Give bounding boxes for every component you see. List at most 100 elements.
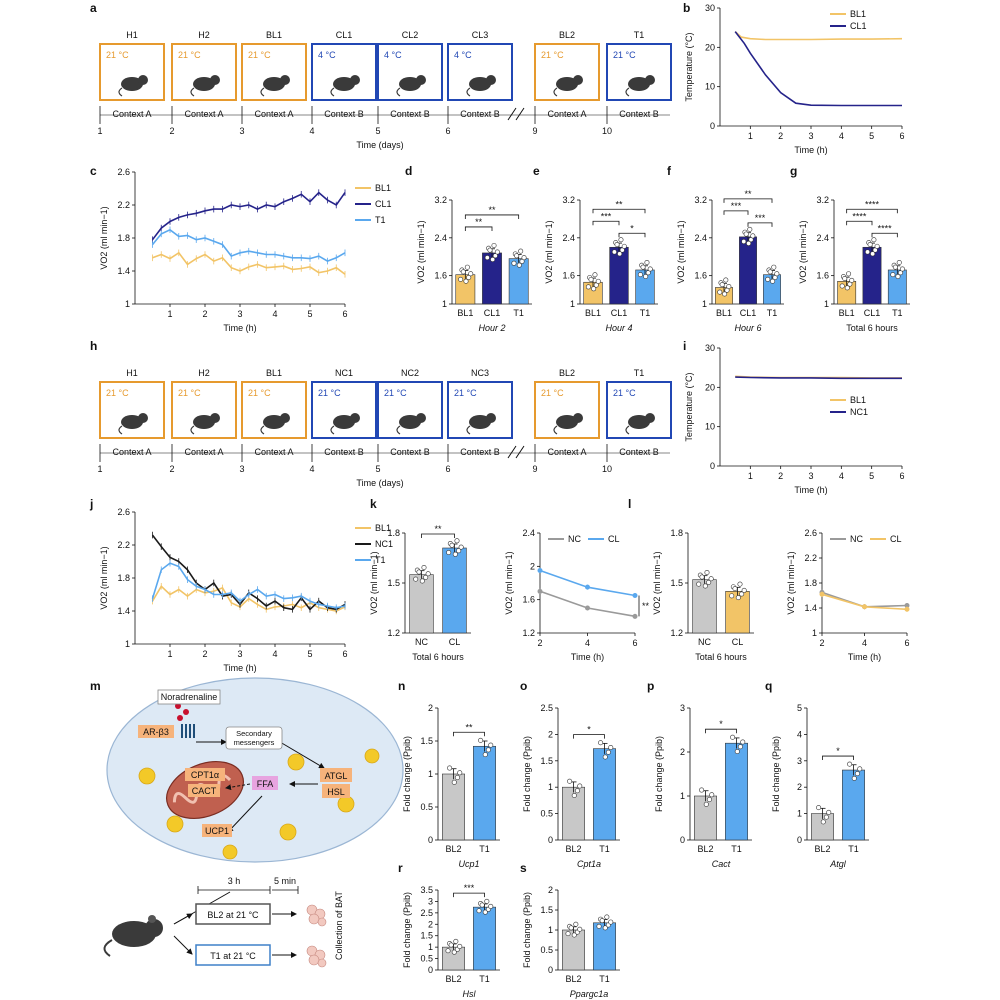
y-tick-label: 2.4	[562, 233, 575, 243]
mouse-head	[573, 75, 583, 85]
data-point	[737, 744, 743, 750]
day-label: 10	[602, 126, 612, 136]
mouse-body	[121, 77, 143, 91]
x-tick-label: 6	[899, 471, 904, 481]
x-axis-label: Ucp1	[458, 859, 479, 869]
lipid-droplet	[222, 844, 238, 860]
data-point	[734, 749, 740, 755]
category-label: T1	[731, 844, 742, 854]
legend-label: BL1	[850, 9, 866, 19]
y-tick-label: 2.4	[434, 233, 447, 243]
panel_a-protocol: H1 21 °C Context A 1 H2 21 °C Context A 2 BL1 21 …	[97, 30, 672, 150]
data-point	[458, 276, 464, 282]
y-tick-label: 10	[705, 422, 715, 432]
data-point	[874, 243, 880, 249]
category-label: BL2	[445, 974, 461, 984]
category-label: BL2	[565, 844, 581, 854]
panel-m-schematic: Noradrenaline AR-β3 Secondary messengers…	[103, 677, 404, 968]
mouse-body	[469, 415, 491, 429]
data-point	[488, 742, 494, 748]
data-point	[730, 734, 736, 740]
t1-label: T1 at 21 °C	[210, 951, 256, 961]
data-point	[854, 771, 860, 777]
data-point	[577, 783, 583, 789]
data-point	[708, 576, 714, 582]
lipid-droplet	[364, 748, 380, 764]
charts-layer: H1 21 °C Context A 1 H2 21 °C Context A 2 BL1 21 …	[97, 3, 910, 999]
data-point	[743, 231, 749, 237]
data-point	[451, 779, 457, 785]
mouse-head	[645, 75, 655, 85]
data-point	[458, 544, 464, 550]
messengers-label-2: messengers	[234, 738, 275, 747]
legend-label: BL1	[375, 183, 391, 193]
session-temperature: 21 °C	[384, 388, 407, 398]
noradrenaline-molecule	[183, 709, 189, 715]
data-point	[739, 591, 745, 597]
significance-bracket	[822, 755, 854, 761]
x-tick-label: 5	[307, 309, 312, 319]
data-point	[519, 258, 525, 264]
x-tick-label: 2	[778, 131, 783, 141]
panel-letter-e: e	[533, 164, 540, 178]
mouse-tail	[260, 87, 265, 97]
y-tick-label: 3	[428, 896, 433, 906]
y-tick-label: 2	[428, 703, 433, 713]
y-tick-label: 1.4	[804, 603, 817, 613]
y-tick-label: 1.5	[420, 736, 433, 746]
panel-letter-m: m	[90, 679, 101, 693]
mouse-head	[416, 413, 426, 423]
session-temperature: 21 °C	[106, 388, 129, 398]
session-context: Context B	[460, 447, 500, 457]
data-point	[741, 587, 747, 593]
data-point	[596, 923, 602, 929]
session-context: Context A	[112, 447, 151, 457]
y-tick-label: 3	[680, 703, 685, 713]
y-tick-label: 2	[548, 729, 553, 739]
significance-stars: **	[475, 217, 483, 227]
mouse-icon	[553, 413, 583, 435]
y-tick-label: 30	[705, 3, 715, 13]
series-line-bl1	[152, 251, 346, 275]
x-tick-label: 2	[819, 638, 824, 648]
day-label: 4	[309, 464, 314, 474]
chart-o: 0 0.5 1 1.5 2 2.5 Cpt1a Fold change (Ppib) BL2 T1…	[522, 703, 620, 869]
category-label: NC	[698, 637, 711, 647]
bar-t1	[473, 906, 496, 971]
data-point	[605, 749, 611, 755]
data-point	[456, 548, 462, 554]
data-point	[770, 278, 776, 284]
axis-break	[507, 445, 525, 459]
session-context: Context B	[324, 109, 364, 119]
category-label: T1	[599, 844, 610, 854]
session-temperature: 21 °C	[454, 388, 477, 398]
data-point	[826, 809, 832, 815]
day-label: 5	[375, 464, 380, 474]
significance-bracket	[453, 731, 485, 737]
data-point	[647, 266, 653, 272]
significance-stars: ****	[865, 199, 880, 209]
data-point	[487, 247, 493, 253]
x-axis-label: Hour 6	[734, 323, 761, 333]
data-point	[741, 239, 747, 245]
panel-letter-q: q	[765, 679, 772, 693]
bar-nc	[409, 574, 434, 634]
significance-stars: **	[488, 205, 496, 215]
data-point	[577, 926, 583, 932]
y-tick-label: 2.4	[522, 528, 535, 538]
data-point	[904, 603, 910, 608]
data-point	[484, 255, 490, 261]
cpt-box	[185, 768, 225, 781]
session-name: H1	[126, 368, 138, 378]
chart-p: 0 1 2 3 Cact Fold change (Ppib) BL2 T1 *	[654, 703, 752, 869]
messengers-box	[225, 726, 283, 750]
mouse-body	[399, 415, 421, 429]
chart-c: 1 1.4 1.8 2.2 2.6 1 2 3 4 5 6 Time (h) VO2 (ml min−1…	[99, 167, 392, 333]
x-tick-label: 1	[748, 471, 753, 481]
mouse-tail	[553, 87, 558, 97]
data-point	[598, 740, 604, 746]
mouse-icon	[396, 75, 426, 97]
chart-j: 1 1.4 1.8 2.2 2.6 1 2 3 4 5 6 Time (h) VO2 (ml min−1…	[99, 507, 393, 673]
significance-stars: **	[434, 524, 442, 534]
significance-bracket	[592, 208, 646, 214]
